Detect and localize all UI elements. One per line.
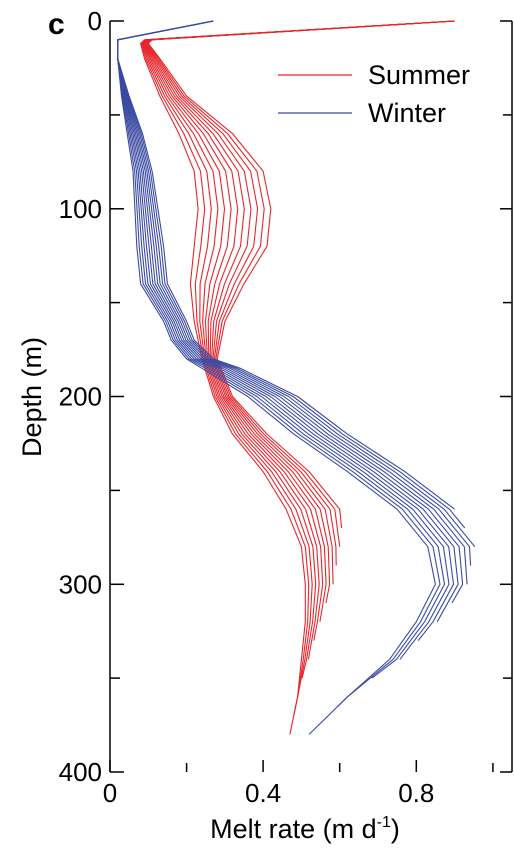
- winter-profile-line-3: [117, 20, 446, 679]
- summer-profile-line-6: [143, 20, 455, 641]
- y-tick-label: 200: [59, 382, 102, 412]
- summer-profile-line-3: [141, 20, 455, 698]
- panel-label: c: [48, 8, 65, 41]
- x-tick-label: 0: [103, 778, 117, 808]
- winter-profile-line-9: [117, 20, 472, 566]
- x-axis-title-end: ): [391, 814, 400, 844]
- winter-profile-line-4: [117, 20, 450, 660]
- x-axis-title-superscript: -1: [377, 814, 391, 831]
- winter-profile-line-2: [117, 20, 441, 707]
- summer-profile-line-8: [144, 20, 455, 604]
- winter-profile-line-5: [117, 20, 455, 641]
- summer-profile-line-7: [144, 20, 455, 622]
- tick-marks: [109, 20, 512, 773]
- x-tick-label: 0.4: [245, 778, 281, 808]
- y-tick-label: 100: [59, 194, 102, 224]
- summer-profile-line-9: [145, 20, 455, 585]
- summer-profile-line-1: [140, 20, 455, 735]
- x-tick-label: 0.8: [398, 778, 434, 808]
- series-lines: [117, 20, 476, 735]
- y-axis-title: Depth (m): [17, 337, 47, 457]
- tick-labels: 0 0.4 0.8 0 100 200 300 400: [59, 6, 435, 808]
- winter-profile-line-7: [117, 20, 464, 604]
- winter-profile-line-8: [117, 20, 468, 585]
- y-tick-label: 0: [88, 6, 102, 36]
- summer-profile-line-2: [140, 20, 455, 716]
- summer-profile-line-5: [142, 20, 455, 660]
- legend-label-summer: Summer: [368, 60, 470, 90]
- axes: [109, 21, 513, 772]
- y-tick-label: 400: [59, 757, 102, 787]
- x-axis-title-main: Melt rate (m d: [210, 814, 377, 844]
- summer-profile-line-11: [147, 20, 455, 547]
- legend-label-winter: Winter: [368, 98, 446, 128]
- winter-profile-line-6: [117, 20, 459, 623]
- summer-profile-line-12: [147, 20, 455, 528]
- winter-profile-line-1: [117, 20, 436, 735]
- summer-profile-line-4: [142, 20, 455, 679]
- x-axis-title: Melt rate (m d-1): [210, 814, 400, 844]
- winter-profile-line-11: [117, 20, 466, 529]
- summer-profile-line-10: [146, 20, 455, 566]
- legend: Summer Winter: [278, 60, 470, 128]
- y-tick-label: 300: [59, 569, 102, 599]
- winter-profile-line-12: [117, 20, 455, 510]
